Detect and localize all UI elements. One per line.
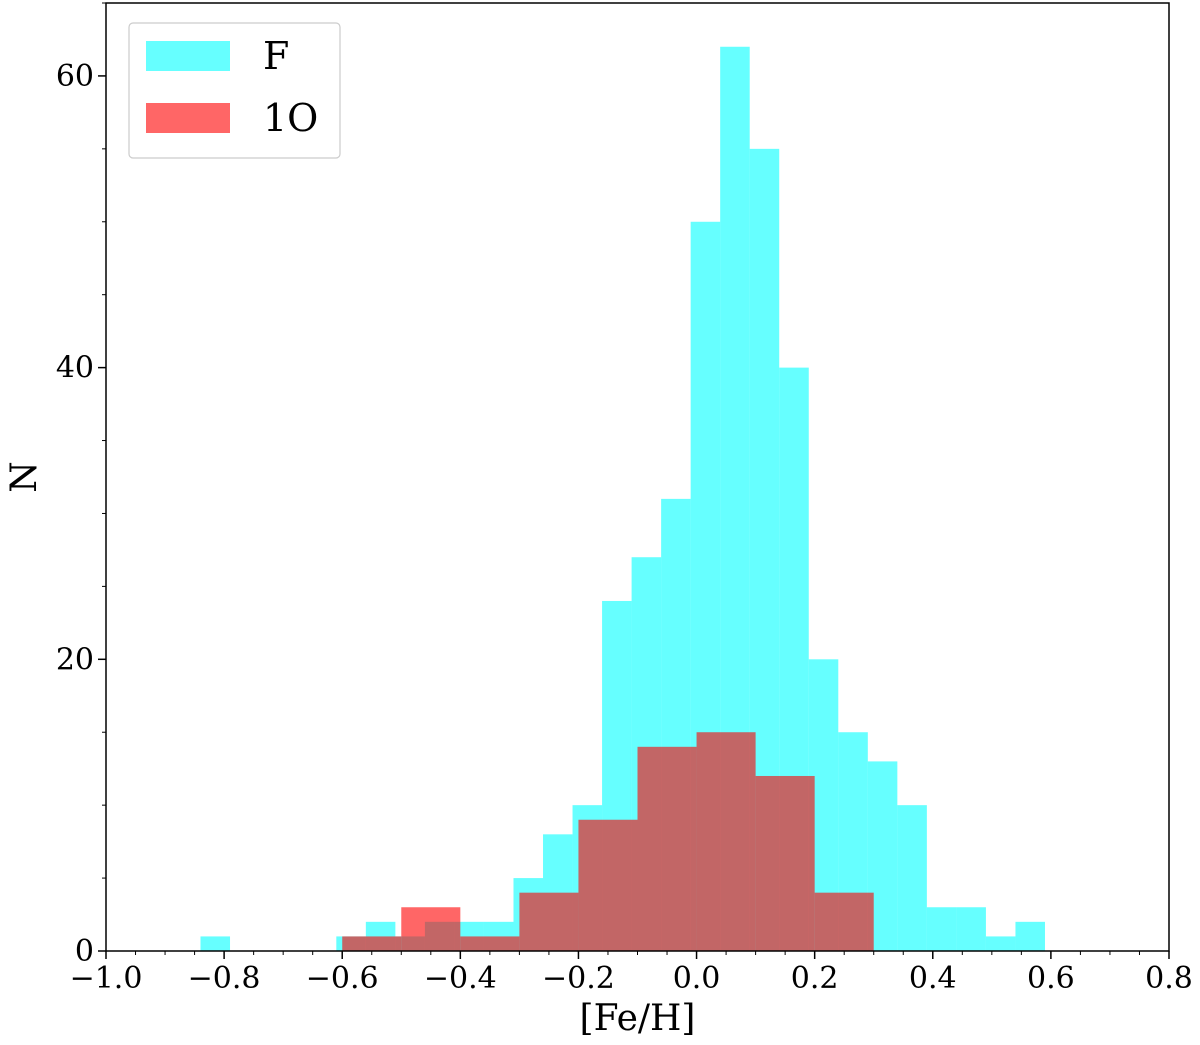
series-1o [342,732,874,951]
bar-f-22 [956,907,986,951]
bars-layer [200,46,1045,952]
x-axis-label: [Fe/H] [580,998,696,1039]
bar-1o-3 [519,892,579,951]
y-tick-labels: 0 20 40 60 [56,59,94,969]
legend-label-1o: 1O [263,96,318,140]
x-tick-label: −0.2 [542,961,615,996]
legend-swatch-1o [146,103,230,133]
x-tick-label: 0.6 [1027,961,1075,996]
bar-f-24 [1015,921,1045,951]
bar-1o-0 [342,936,402,951]
x-tick-label: 0.2 [791,961,839,996]
bar-f-21 [926,907,957,951]
bar-1o-2 [460,936,520,951]
x-tick-label: −0.8 [188,961,261,996]
x-tick-label: −1.0 [70,961,143,996]
bar-1o-5 [637,746,697,951]
x-tick-label: 0.0 [673,961,721,996]
plot-frame [105,2,1170,952]
y-tick-label: 0 [75,934,94,969]
x-tick-label: −0.6 [306,961,379,996]
x-tick-label: 0.4 [909,961,957,996]
legend-label-f: F [263,34,289,78]
bar-1o-6 [696,732,756,951]
bar-1o-4 [578,819,638,951]
y-tick-label: 20 [56,642,94,677]
bar-f-0 [200,936,231,951]
y-axis-label: N [4,461,45,493]
series-f [200,46,1045,952]
x-tick-label: 0.8 [1145,961,1193,996]
bar-f-23 [985,936,1016,951]
x-tick-labels: −1.0 −0.8 −0.6 −0.4 −0.2 0.0 0.2 0.4 0.6 0.8 [70,961,1193,996]
legend-swatch-f [146,41,230,71]
y-tick-label: 60 [56,59,94,94]
y-tick-label: 40 [56,351,94,386]
legend: F 1O [128,22,341,159]
bar-f-20 [897,805,927,951]
bar-1o-1 [401,907,461,951]
bar-1o-7 [755,775,815,951]
x-tick-label: −0.4 [424,961,497,996]
bar-1o-8 [814,892,874,951]
